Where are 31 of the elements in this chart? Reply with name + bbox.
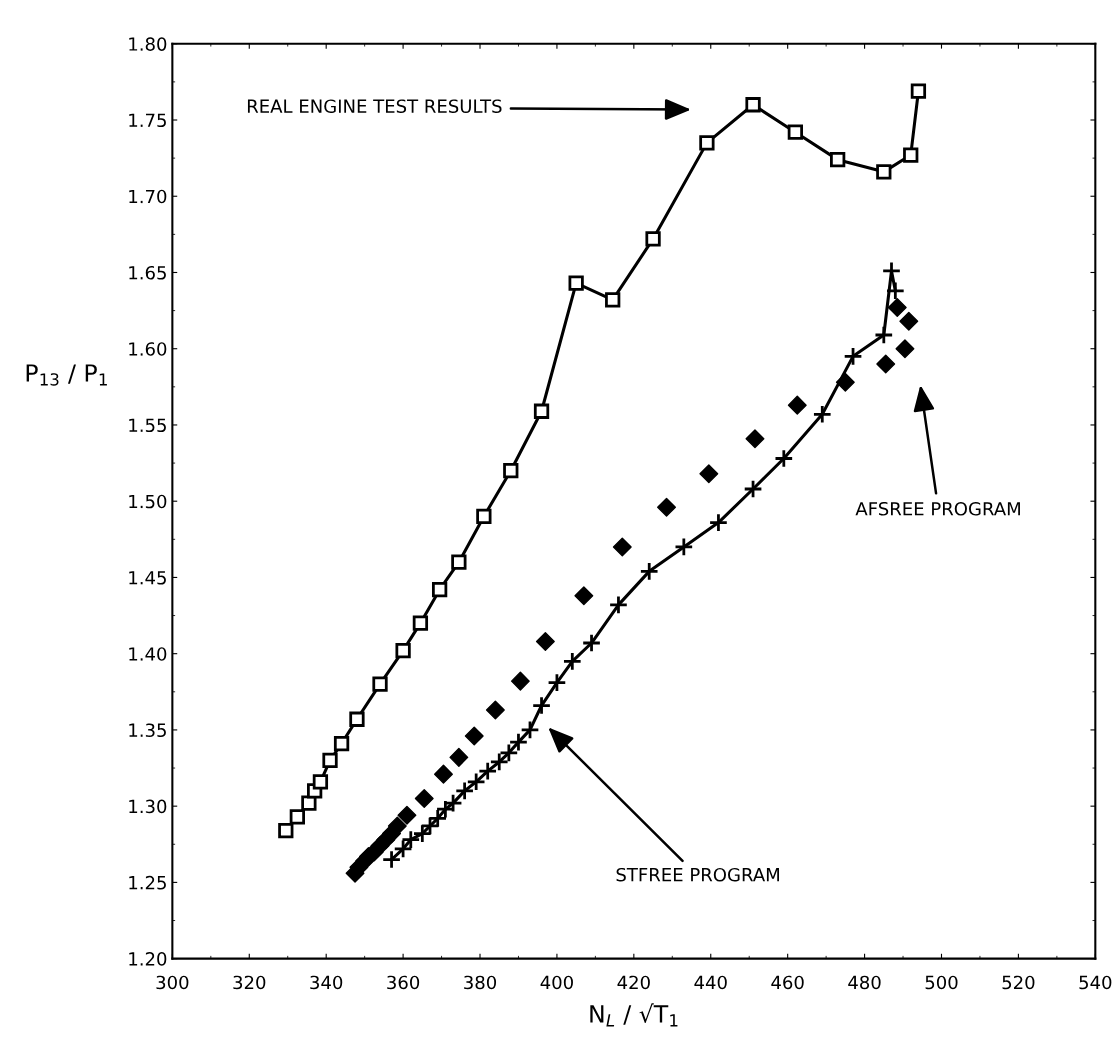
x-tick-label: 520 [1002, 975, 1035, 990]
x-tick-label: 500 [925, 975, 958, 990]
x-tick-label: 340 [310, 975, 343, 990]
y-tick-label: 1.70 [129, 189, 167, 204]
y-tick-label: 1.50 [129, 494, 167, 509]
y-tick-label: 1.25 [129, 875, 166, 890]
y-tick-label: 1.60 [129, 342, 167, 356]
y-tick-label: 1.75 [129, 113, 166, 128]
x-tick-label: 440 [694, 975, 727, 990]
x-tick-label: 300 [156, 975, 189, 990]
x-tick-label: 460 [771, 975, 804, 990]
y-tick-label: 1.55 [129, 418, 166, 433]
x-tick-label: 420 [617, 975, 650, 990]
y-axis-title: P$_{13}$ / P$_{1}$ [26, 364, 107, 386]
x-tick-label: 480 [848, 975, 881, 990]
annotation: AFSREE PROGRAM [855, 501, 1020, 516]
y-tick-label: 1.40 [129, 647, 167, 661]
y-tick-label: 1.65 [129, 265, 166, 280]
y-tick-label: 1.20 [129, 952, 167, 966]
x-tick-label: 360 [387, 975, 420, 990]
y-tick-label: 1.30 [129, 799, 167, 814]
x-tick-label: 320 [233, 975, 266, 990]
x-tick-label: 380 [464, 975, 497, 990]
y-tick-label: 1.45 [129, 571, 166, 585]
y-tick-label: 1.35 [129, 723, 166, 738]
x-axis-title: N$_{L}$ / √T$_{1}$ [590, 1003, 678, 1027]
y-tick-label: 1.80 [129, 37, 167, 51]
annotation: REAL ENGINE TEST RESULTS [247, 99, 502, 114]
annotation: STFREE PROGRAM [616, 867, 779, 882]
x-tick-label: 540 [1079, 975, 1112, 990]
x-tick-label: 400 [540, 975, 573, 990]
